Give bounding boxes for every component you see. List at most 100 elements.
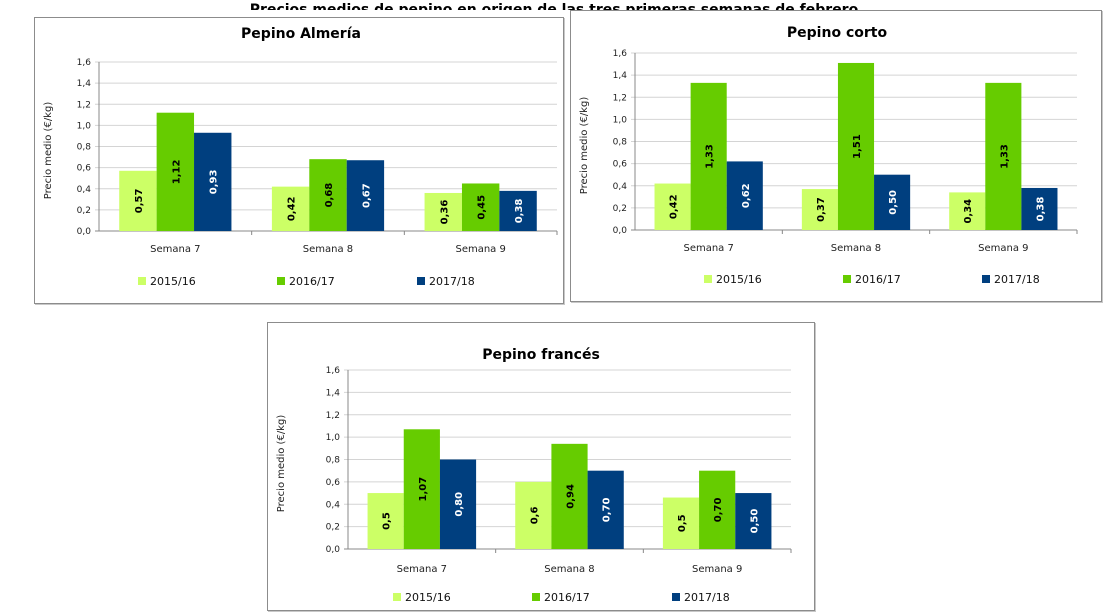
data-label: 0,36 [439, 200, 450, 225]
bar [346, 160, 385, 231]
x-category-label: Semana 9 [692, 564, 742, 575]
bar [309, 159, 347, 231]
data-label: 0,94 [566, 484, 577, 509]
bar [461, 183, 500, 231]
y-tick-label: 1,4 [613, 71, 628, 81]
legend-label: 2015/16 [716, 273, 762, 286]
x-category-label: Semana 8 [303, 244, 353, 255]
data-label: 0,38 [1035, 197, 1046, 222]
y-tick-label: 0,2 [326, 523, 340, 533]
bar [699, 470, 736, 549]
legend-label: 2015/16 [150, 275, 196, 288]
legend-swatch [417, 277, 425, 285]
chart-svg: Pepino Almería 0,0 0,2 0,4 0,6 0,8 1,0 1,2 1,4 1,… [43, 26, 558, 288]
y-tick-label: 1,4 [77, 79, 92, 89]
data-label: 0,93 [209, 170, 220, 195]
y-tick-label: 0,6 [77, 164, 92, 174]
y-tick-label: 1,0 [613, 115, 628, 125]
x-category-label: Semana 9 [455, 244, 505, 255]
data-label: 0,42 [669, 194, 680, 219]
legend-label: 2016/17 [855, 273, 901, 286]
bar [837, 62, 875, 230]
bar [119, 170, 157, 231]
y-tick-label: 1,0 [77, 121, 92, 131]
chart-pepino-corto: Pepino corto 0,0 0,2 0,4 0,6 0,8 1,0 1,2 1,4 1,6 P… [570, 10, 1102, 302]
bar [439, 459, 477, 549]
bar [424, 192, 462, 231]
legend-label: 2015/16 [405, 591, 451, 604]
chart-svg: Pepino francés 0,0 0,2 0,4 0,6 0,8 1,0 1,2 1,4 1,… [276, 347, 792, 604]
data-label: 0,5 [382, 512, 393, 530]
x-category-label: Semana 7 [397, 564, 447, 575]
y-tick-label: 1,6 [613, 49, 628, 59]
x-category-label: Semana 7 [683, 243, 733, 254]
y-tick-label: 0,2 [613, 204, 627, 214]
y-tick-label: 0,8 [613, 138, 628, 148]
bar [690, 82, 727, 231]
data-label: 0,6 [529, 507, 540, 525]
bar [499, 190, 537, 231]
y-tick-label: 1,6 [326, 366, 341, 376]
legend-label: 2016/17 [289, 275, 335, 288]
y-tick-label: 0,2 [77, 206, 91, 216]
x-category-label: Semana 8 [831, 243, 881, 254]
bar [874, 174, 911, 230]
y-tick-label: 0,8 [326, 456, 341, 466]
chart-svg: Pepino corto 0,0 0,2 0,4 0,6 0,8 1,0 1,2 1,4 1,6 P… [579, 25, 1078, 286]
y-axis-label: Precio medio (€/kg) [43, 102, 54, 200]
legend-swatch [672, 593, 680, 601]
y-tick-label: 1,2 [326, 411, 340, 421]
bar [515, 481, 552, 549]
y-tick-label: 1,2 [613, 93, 627, 103]
x-category-label: Semana 8 [544, 564, 594, 575]
legend-label: 2017/18 [994, 273, 1040, 286]
y-tick-label: 0,4 [77, 185, 92, 195]
x-category-label: Semana 7 [150, 244, 200, 255]
y-axis-label: Precio medio (€/kg) [579, 97, 590, 195]
data-label: 0,5 [677, 514, 688, 532]
data-label: 1,12 [171, 159, 182, 184]
bar [367, 493, 404, 549]
data-label: 1,33 [705, 144, 716, 169]
data-label: 0,34 [963, 199, 974, 224]
y-tick-label: 0,0 [77, 227, 92, 237]
bar [985, 82, 1022, 231]
bar [662, 497, 700, 549]
y-tick-label: 0,6 [613, 160, 628, 170]
bar [551, 443, 588, 549]
bar [801, 189, 838, 230]
legend-swatch [532, 593, 540, 601]
banner-text: Precios medios de pepino en origen de la… [250, 2, 859, 10]
bar [735, 493, 772, 549]
y-tick-label: 0,4 [613, 182, 628, 192]
data-label: 0,68 [324, 183, 335, 208]
legend-label: 2017/18 [684, 591, 730, 604]
legend-swatch [393, 593, 401, 601]
y-tick-label: 1,4 [326, 388, 341, 398]
chart-title: Pepino corto [787, 25, 888, 41]
data-label: 0,50 [888, 190, 899, 215]
legend-swatch [138, 277, 146, 285]
data-label: 0,57 [134, 189, 145, 214]
y-tick-label: 0,8 [77, 143, 92, 153]
chart-pepino-almeria: Pepino Almería 0,0 0,2 0,4 0,6 0,8 1,0 1,2 1,4 1,… [34, 17, 564, 304]
bar [654, 183, 691, 230]
data-label: 0,37 [816, 197, 827, 222]
bar [403, 429, 440, 549]
legend-swatch [704, 275, 712, 283]
y-axis-label: Precio medio (€/kg) [276, 415, 287, 513]
legend-label: 2016/17 [544, 591, 590, 604]
data-label: 0,67 [361, 183, 372, 208]
data-label: 0,70 [602, 497, 613, 522]
bar [1021, 187, 1058, 230]
data-label: 0,45 [477, 195, 488, 220]
top-banner: Precios medios de pepino en origen de la… [250, 2, 859, 10]
data-label: 0,42 [287, 196, 298, 221]
y-tick-label: 1,2 [77, 100, 91, 110]
data-label: 0,38 [514, 199, 525, 224]
y-tick-label: 0,0 [613, 226, 628, 236]
data-label: 0,62 [741, 183, 752, 208]
y-tick-label: 1,0 [326, 433, 341, 443]
data-label: 1,33 [999, 144, 1010, 169]
y-tick-label: 1,6 [77, 58, 92, 68]
